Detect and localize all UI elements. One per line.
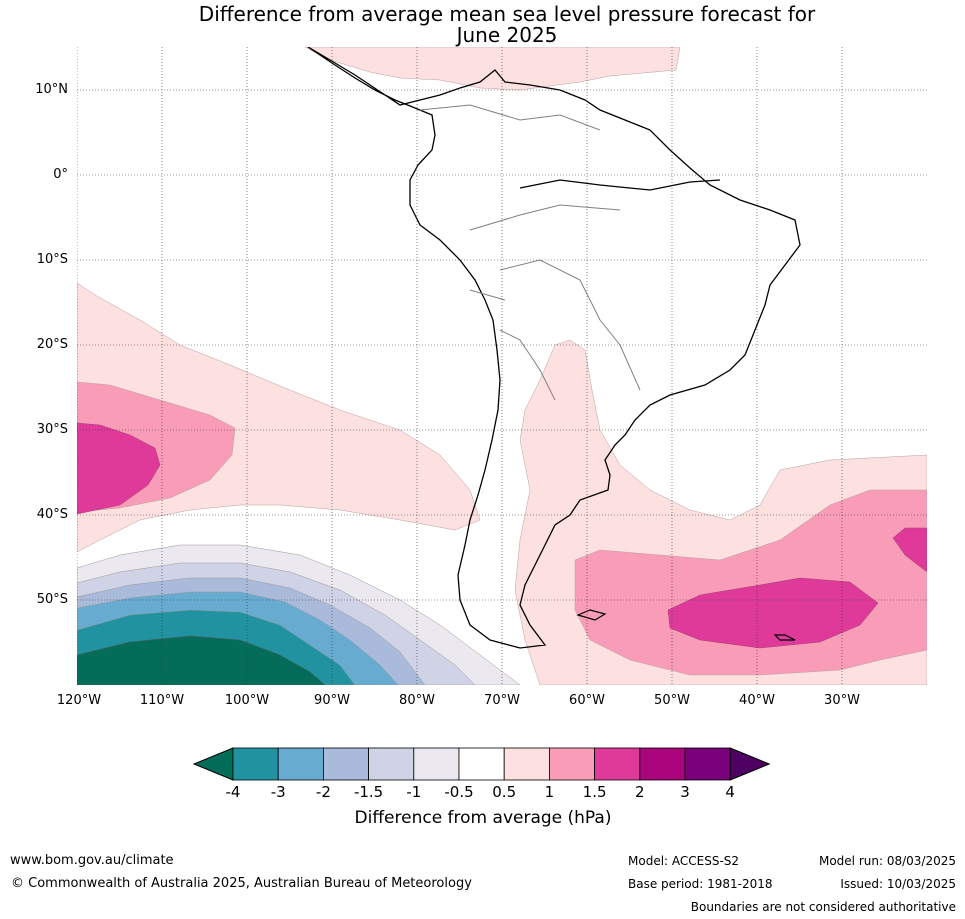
base-period-text: Base period: 1981-2018 xyxy=(628,877,773,891)
lat-label: 20°S xyxy=(36,337,68,352)
lon-label: 100°W xyxy=(224,693,270,708)
anomaly-region-caribbean xyxy=(304,47,681,91)
title-line-2: June 2025 xyxy=(456,23,558,47)
south-america-coastline xyxy=(307,47,801,649)
amazon-river xyxy=(519,179,721,191)
colorbar-segment xyxy=(232,747,279,781)
colorbar-tick-label: -4 xyxy=(225,783,241,801)
colorbar-tick-label: 4 xyxy=(725,783,735,801)
anomaly-region-neg-4 xyxy=(77,635,326,685)
disclaimer-text: Boundaries are not considered authoritat… xyxy=(690,900,956,914)
lat-label: 10°S xyxy=(36,252,68,267)
colorbar-tick-label: -2 xyxy=(315,783,331,801)
anomaly-region-southeast-strong xyxy=(667,577,879,649)
lon-label: 70°W xyxy=(484,693,520,708)
lon-label: 80°W xyxy=(399,693,435,708)
colorbar-segment xyxy=(277,747,324,781)
colorbar-arrow-low xyxy=(192,747,234,781)
lat-label: 0° xyxy=(53,167,68,182)
model-run-text: Model run: 08/03/2025 xyxy=(818,854,956,868)
colorbar-arrow-high xyxy=(729,747,771,781)
lon-label: 90°W xyxy=(314,693,350,708)
website-link[interactable]: www.bom.gov.au/climate xyxy=(10,853,174,868)
lon-label: 60°W xyxy=(569,693,605,708)
colorbar-label: Difference from average (hPa) xyxy=(354,808,612,828)
colorbar-segment xyxy=(503,747,550,781)
colorbar-segment xyxy=(458,747,505,781)
colorbar-tick-label: 1.5 xyxy=(582,783,607,801)
lon-label: 50°W xyxy=(654,693,690,708)
colorbar-tick-label: 0.5 xyxy=(492,783,517,801)
south-georgia xyxy=(773,634,796,641)
colorbar-tick-label: -1 xyxy=(406,783,422,801)
lon-label: 120°W xyxy=(56,693,102,708)
anomaly-region-east-strong xyxy=(892,527,927,573)
colorbar-segment xyxy=(322,747,369,781)
lon-label: 30°W xyxy=(824,693,860,708)
issued-text: Issued: 10/03/2025 xyxy=(840,877,956,891)
colorbar-segment xyxy=(594,747,641,781)
anomaly-region-west-strong xyxy=(77,422,161,515)
colorbar-segment xyxy=(639,747,686,781)
colorbar-tick-label: 2 xyxy=(635,783,645,801)
lat-label: 50°S xyxy=(36,592,68,607)
colorbar-tick-label: 1 xyxy=(544,783,555,801)
colorbar-segment xyxy=(549,747,596,781)
title-line-1: Difference from average mean sea level p… xyxy=(198,2,816,26)
map-title: Difference from average mean sea level p… xyxy=(0,4,965,46)
colorbar-tick-label: -0.5 xyxy=(444,783,474,801)
lat-label: 10°N xyxy=(35,82,68,97)
falkland-islands xyxy=(576,609,607,621)
colorbar-segment xyxy=(413,747,460,781)
copyright-text: © Commonwealth of Australia 2025, Austra… xyxy=(11,876,472,891)
colorbar-tick-label: 3 xyxy=(680,783,690,801)
lat-label: 30°S xyxy=(36,422,68,437)
lon-label: 40°W xyxy=(739,693,775,708)
country-borders xyxy=(419,104,641,401)
colorbar-tick-label: -1.5 xyxy=(353,783,384,801)
graticule xyxy=(77,47,927,685)
lon-label: 110°W xyxy=(139,693,185,708)
colorbar-segment xyxy=(684,747,731,781)
lat-label: 40°S xyxy=(36,507,68,522)
colorbar-tick-label: -3 xyxy=(270,783,286,801)
colorbar-segment xyxy=(368,747,415,781)
model-text: Model: ACCESS-S2 xyxy=(628,854,740,868)
